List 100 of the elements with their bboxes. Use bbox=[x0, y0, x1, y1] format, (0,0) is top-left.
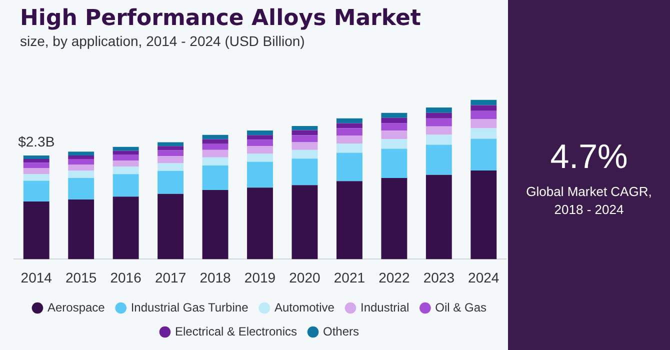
bar bbox=[23, 162, 50, 168]
legend-label: Aerospace bbox=[47, 300, 106, 314]
bar bbox=[381, 139, 408, 149]
bar bbox=[426, 112, 452, 118]
x-tick-label: 2016 bbox=[110, 269, 142, 286]
bar bbox=[112, 196, 139, 260]
bar bbox=[112, 166, 139, 174]
bar bbox=[23, 202, 50, 260]
legend-label: Oil & Gas bbox=[435, 300, 487, 314]
bar bbox=[470, 100, 497, 106]
bar bbox=[68, 199, 94, 260]
bar bbox=[112, 150, 139, 155]
annotation: $2.3B bbox=[18, 133, 55, 150]
bar bbox=[470, 128, 497, 139]
bar bbox=[470, 118, 497, 128]
bar bbox=[158, 163, 184, 171]
bar bbox=[247, 146, 273, 154]
bar bbox=[247, 130, 273, 136]
x-tick-label: 2019 bbox=[244, 269, 276, 286]
bar bbox=[292, 142, 318, 150]
bar bbox=[112, 160, 139, 167]
bar bbox=[68, 164, 94, 171]
bar bbox=[202, 190, 228, 260]
bar bbox=[426, 144, 452, 175]
chart-subtitle: size, by application, 2014 - 2024 (USD Billion) bbox=[20, 33, 306, 49]
bar bbox=[470, 105, 497, 111]
bar bbox=[112, 146, 139, 151]
bar bbox=[381, 130, 408, 140]
bar bbox=[68, 152, 94, 156]
bar bbox=[23, 155, 50, 159]
bar bbox=[202, 157, 228, 166]
text: Global Market CAGR, 2018 - 2024 bbox=[525, 183, 653, 219]
bar bbox=[470, 138, 497, 170]
bar bbox=[426, 108, 452, 113]
bar bbox=[292, 126, 318, 130]
bar bbox=[336, 181, 362, 260]
bar bbox=[336, 123, 362, 128]
x-tick-label: 2020 bbox=[289, 269, 321, 286]
x-tick-label: 2017 bbox=[154, 269, 186, 286]
bar bbox=[247, 135, 273, 140]
bar bbox=[292, 185, 318, 260]
bar bbox=[202, 150, 228, 158]
bar bbox=[247, 162, 273, 188]
bar bbox=[158, 194, 184, 260]
bar bbox=[68, 155, 94, 159]
bar bbox=[336, 136, 362, 144]
bar bbox=[336, 128, 362, 136]
bar bbox=[158, 156, 184, 164]
bar bbox=[381, 118, 408, 124]
bar bbox=[426, 174, 452, 260]
bar bbox=[336, 144, 362, 153]
legend-label: Electrical & Electronics bbox=[174, 324, 298, 338]
bar bbox=[202, 166, 228, 190]
bar bbox=[292, 130, 318, 136]
bar bbox=[381, 178, 408, 260]
bar bbox=[381, 123, 408, 131]
bar bbox=[247, 188, 273, 260]
bar bbox=[381, 148, 408, 178]
bar bbox=[247, 154, 273, 162]
x-tick-label: 2015 bbox=[66, 269, 97, 286]
bar bbox=[202, 144, 228, 150]
bar bbox=[426, 126, 452, 135]
bar bbox=[158, 170, 184, 194]
bar bbox=[158, 146, 184, 150]
x-tick-label: 2023 bbox=[423, 269, 455, 286]
bar bbox=[292, 150, 318, 159]
bar bbox=[23, 158, 50, 163]
bar bbox=[247, 140, 273, 146]
bar bbox=[68, 170, 94, 178]
bar bbox=[292, 135, 318, 142]
x-tick-label: 2014 bbox=[20, 269, 52, 286]
bar bbox=[470, 170, 497, 260]
bar bbox=[158, 150, 184, 156]
bar bbox=[23, 180, 50, 202]
bar bbox=[381, 112, 408, 118]
legend-label: Industrial Gas Turbine bbox=[130, 300, 249, 314]
bar bbox=[202, 139, 228, 144]
bar bbox=[336, 152, 362, 182]
bar bbox=[68, 178, 94, 200]
bar bbox=[426, 118, 452, 126]
x-tick-label: 2021 bbox=[334, 269, 366, 286]
legend-label: Automotive bbox=[274, 300, 335, 314]
bar bbox=[426, 134, 452, 145]
legend-label: Industrial bbox=[360, 300, 410, 314]
x-tick-label: 2018 bbox=[200, 269, 232, 286]
bar bbox=[112, 154, 139, 161]
text: 4.7% bbox=[549, 138, 629, 177]
bar bbox=[23, 168, 50, 174]
x-tick-label: 2024 bbox=[468, 269, 500, 286]
bar bbox=[23, 174, 50, 181]
x-tick-label: 2022 bbox=[378, 269, 410, 286]
legend-label: Others bbox=[323, 324, 360, 338]
bar bbox=[158, 142, 184, 146]
bar bbox=[292, 158, 318, 186]
bar bbox=[112, 174, 139, 197]
bar bbox=[202, 134, 228, 140]
chart-title: High Performance Alloys Market bbox=[20, 6, 422, 31]
bar bbox=[336, 118, 362, 124]
bar bbox=[470, 110, 497, 119]
bar bbox=[68, 158, 94, 165]
